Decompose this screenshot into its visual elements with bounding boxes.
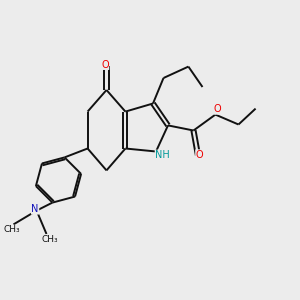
Text: O: O	[196, 150, 203, 160]
Text: CH₃: CH₃	[4, 225, 20, 234]
Text: CH₃: CH₃	[42, 235, 58, 244]
Text: NH: NH	[155, 150, 170, 160]
Text: O: O	[101, 59, 109, 70]
Text: N: N	[32, 204, 39, 214]
Text: O: O	[214, 104, 222, 114]
